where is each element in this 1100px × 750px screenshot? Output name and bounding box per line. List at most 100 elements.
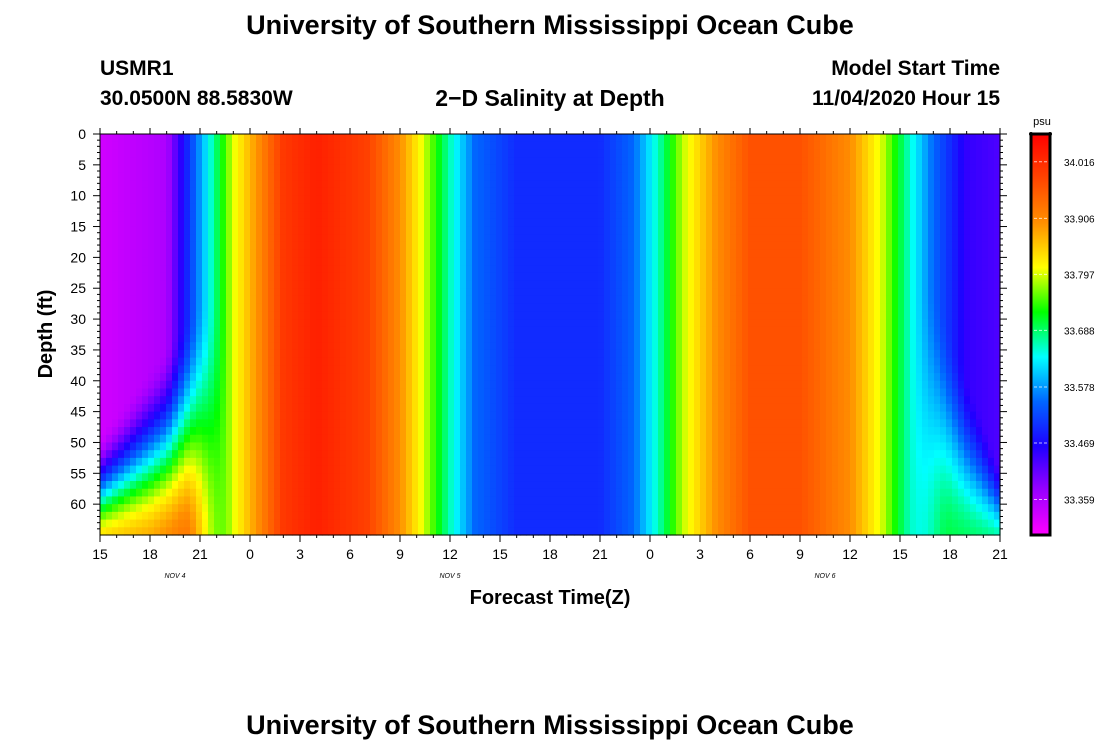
heatmap-cell xyxy=(262,457,269,467)
heatmap-cell xyxy=(232,511,239,521)
heatmap-cell xyxy=(580,527,587,536)
heatmap-cell xyxy=(364,465,371,474)
heatmap-cell xyxy=(430,326,437,336)
salinity-heatmap-chart: 15 18 21 0 3 6 9 12 15 18 21 0 3 6 9 12 15 18 21 051015202… xyxy=(35,116,1095,609)
heatmap-cell xyxy=(376,519,383,528)
heatmap-cell xyxy=(238,211,245,220)
heatmap-cell xyxy=(280,164,287,174)
heatmap-cell xyxy=(592,272,599,282)
heatmap-cell xyxy=(256,357,263,366)
heatmap-cell xyxy=(184,504,191,513)
heatmap-cell xyxy=(178,326,185,336)
heatmap-cell xyxy=(556,349,563,359)
heatmap-cell xyxy=(370,342,377,351)
heatmap-cell xyxy=(214,473,221,482)
heatmap-cell xyxy=(562,504,569,513)
heatmap-cell xyxy=(550,373,557,382)
heatmap-cell xyxy=(202,365,209,374)
heatmap-cell xyxy=(136,326,143,336)
heatmap-cell xyxy=(280,211,287,220)
heatmap-cell xyxy=(622,365,629,374)
station-id: USMR1 xyxy=(100,57,174,80)
heatmap-cell xyxy=(238,388,245,397)
heatmap-cell xyxy=(430,349,437,359)
heatmap-cell xyxy=(148,180,155,189)
heatmap-cell xyxy=(496,226,503,235)
heatmap-cell xyxy=(202,319,209,328)
heatmap-cell xyxy=(118,303,125,312)
heatmap-cell xyxy=(316,365,323,374)
heatmap-cell xyxy=(364,157,371,166)
heatmap-cell xyxy=(460,473,467,482)
heatmap-cell xyxy=(292,187,299,197)
heatmap-cell xyxy=(148,434,155,444)
heatmap-cell xyxy=(184,450,191,459)
heatmap-cell xyxy=(340,319,347,328)
heatmap-cell xyxy=(226,342,233,351)
heatmap-cell xyxy=(616,319,623,328)
heatmap-cell xyxy=(418,288,425,297)
heatmap-cell xyxy=(184,388,191,397)
heatmap-cell xyxy=(640,265,647,274)
heatmap-cell xyxy=(376,504,383,513)
heatmap-cell xyxy=(178,149,185,158)
heatmap-cell xyxy=(580,280,587,289)
heatmap-cell xyxy=(316,234,323,243)
heatmap-cell xyxy=(520,373,527,382)
heatmap-cell xyxy=(478,157,485,166)
heatmap-cell xyxy=(202,134,209,143)
heatmap-cell xyxy=(508,488,515,498)
heatmap-cell xyxy=(460,295,467,305)
heatmap-cell xyxy=(100,388,107,397)
heatmap-cell xyxy=(664,319,671,328)
heatmap-cell xyxy=(520,403,527,413)
heatmap-cell xyxy=(658,365,665,374)
heatmap-cell xyxy=(478,519,485,528)
heatmap-cell xyxy=(214,280,221,289)
heatmap-cell xyxy=(346,187,353,197)
heatmap-cell xyxy=(538,403,545,413)
heatmap-cell xyxy=(172,303,179,312)
heatmap-cell xyxy=(562,411,569,420)
heatmap-cell xyxy=(202,234,209,243)
heatmap-cell xyxy=(616,164,623,174)
heatmap-cell xyxy=(610,295,617,305)
heatmap-cell xyxy=(124,450,131,459)
heatmap-cell xyxy=(412,427,419,436)
heatmap-cell xyxy=(352,295,359,305)
heatmap-cell xyxy=(262,450,269,459)
heatmap-cell xyxy=(340,303,347,312)
heatmap-cell xyxy=(190,326,197,336)
heatmap-cell xyxy=(394,419,401,428)
heatmap-cell xyxy=(424,349,431,359)
heatmap-cell xyxy=(598,403,605,413)
heatmap-cell xyxy=(184,226,191,235)
heatmap-cell xyxy=(634,396,641,405)
heatmap-cell xyxy=(256,280,263,289)
heatmap-cell xyxy=(388,396,395,405)
heatmap-cell xyxy=(478,434,485,444)
heatmap-cell xyxy=(442,527,449,536)
heatmap-cell xyxy=(268,295,275,305)
heatmap-cell xyxy=(136,218,143,228)
heatmap-cell xyxy=(370,373,377,382)
heatmap-cell xyxy=(376,342,383,351)
heatmap-cell xyxy=(442,241,449,251)
heatmap-cell xyxy=(154,326,161,336)
heatmap-cell xyxy=(562,511,569,521)
heatmap-cell xyxy=(670,473,677,482)
heatmap-cell xyxy=(526,434,533,444)
heatmap-cell xyxy=(364,180,371,189)
heatmap-cell xyxy=(346,373,353,382)
heatmap-cell xyxy=(256,241,263,251)
heatmap-cell xyxy=(250,473,257,482)
heatmap-cell xyxy=(544,195,551,204)
heatmap-cell xyxy=(490,303,497,312)
heatmap-cell xyxy=(400,342,407,351)
heatmap-cell xyxy=(448,457,455,467)
heatmap-cell xyxy=(508,257,515,266)
heatmap-cell xyxy=(346,481,353,490)
heatmap-cell xyxy=(430,234,437,243)
heatmap-cell xyxy=(508,527,515,536)
heatmap-cell xyxy=(514,334,521,343)
